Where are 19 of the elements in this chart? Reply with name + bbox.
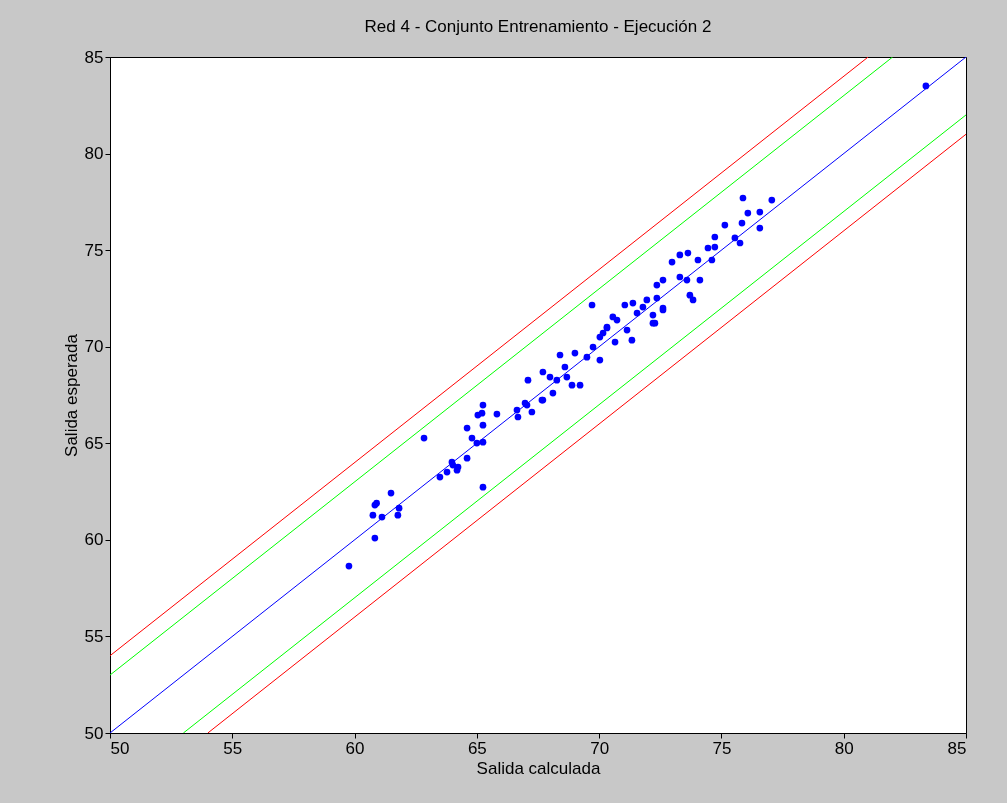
- x-tick-label: 85: [947, 738, 967, 758]
- x-tick-label: 75: [712, 738, 732, 758]
- y-tick-label: 55: [84, 626, 104, 646]
- y-tick-label: 60: [84, 530, 104, 550]
- y-tick-label: 50: [84, 723, 104, 743]
- x-tick-label: 80: [834, 738, 854, 758]
- x-tick-label: 70: [590, 738, 610, 758]
- x-tick-label: 60: [345, 738, 365, 758]
- x-axis-title: Salida calculada: [476, 758, 601, 778]
- x-tick-label: 50: [110, 738, 130, 758]
- y-tick-label: 65: [84, 433, 104, 453]
- y-axis-title: Salida esperada: [61, 333, 81, 457]
- x-tick-label: 55: [223, 738, 243, 758]
- y-tick-label: 80: [84, 144, 104, 164]
- chart-title: Red 4 - Conjunto Entrenamiento - Ejecución 2: [364, 17, 712, 36]
- x-tick-label: 65: [467, 738, 487, 758]
- y-tick-label: 75: [84, 240, 104, 260]
- y-tick-label: 70: [84, 337, 104, 357]
- y-tick-label: 85: [84, 47, 104, 67]
